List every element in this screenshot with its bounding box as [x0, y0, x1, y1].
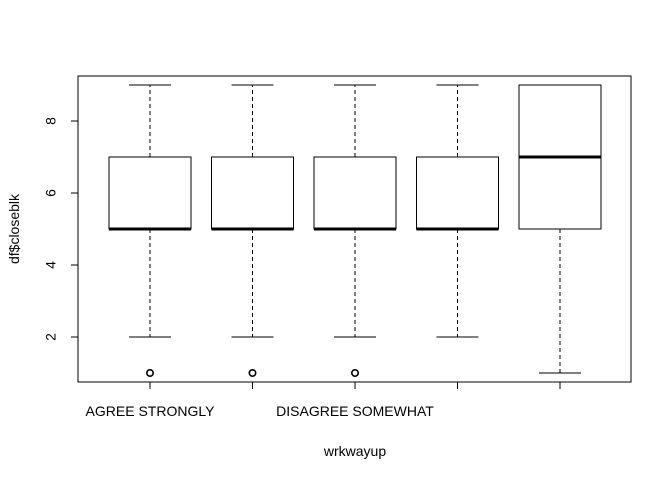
y-tick-label: 6 [43, 189, 59, 197]
box [211, 156, 294, 230]
y-tick-label: 4 [43, 261, 59, 269]
box [313, 156, 397, 230]
x-tick-label: DISAGREE SOMEWHAT [276, 403, 434, 419]
outlier-point [248, 368, 257, 377]
y-tick-label: 8 [43, 117, 59, 125]
y-tick-label: 2 [43, 333, 59, 341]
x-tick-label: AGREE STRONGLY [86, 403, 216, 419]
outlier-point [350, 368, 359, 377]
box [108, 156, 192, 230]
plot-area: 2 4 6 8 AGREE STRONGLY DISAGREE SOMEWHAT [43, 75, 632, 419]
box [416, 156, 499, 230]
y-axis-label: df$closeblk [6, 193, 22, 264]
outlier-point [146, 368, 155, 377]
x-axis-label: wrkwayup [323, 443, 386, 459]
